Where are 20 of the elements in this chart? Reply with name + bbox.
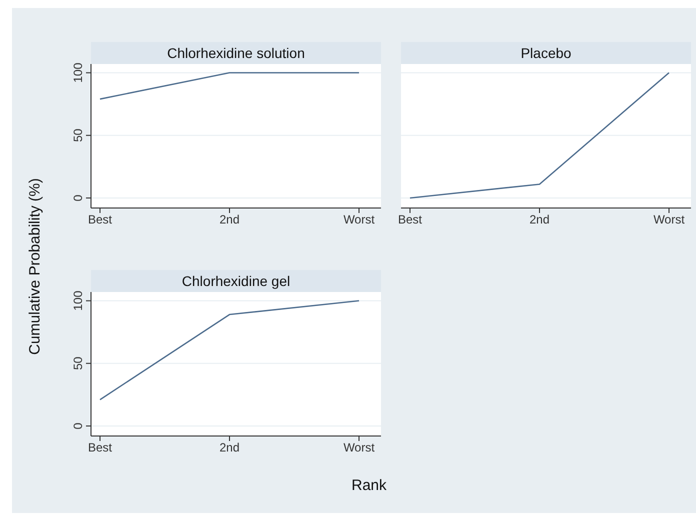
y-tick-label: 0 xyxy=(71,194,85,202)
y-tick-label: 100 xyxy=(71,290,85,311)
chart-title: Placebo xyxy=(401,42,691,64)
x-tick-label: Best xyxy=(88,440,113,455)
y-tick-label: 50 xyxy=(71,128,85,142)
x-tick-label: Best xyxy=(398,212,423,227)
x-tick-label: Best xyxy=(88,212,113,227)
chart-title: Chlorhexidine gel xyxy=(91,270,381,292)
y-tick-label: 0 xyxy=(71,422,85,430)
x-tick-label: 2nd xyxy=(219,440,240,455)
y-tick-label: 50 xyxy=(71,356,85,370)
x-tick-label: Worst xyxy=(343,440,376,455)
chart-title: Chlorhexidine solution xyxy=(91,42,381,64)
x-tick-label: 2nd xyxy=(219,212,240,227)
y-axis-title: Cumulative Probability (%) xyxy=(26,177,44,357)
y-tick-label: 100 xyxy=(71,62,85,83)
x-tick-label: 2nd xyxy=(529,212,550,227)
x-tick-label: Worst xyxy=(653,212,686,227)
x-tick-label: Worst xyxy=(343,212,376,227)
x-axis-title: Rank xyxy=(350,477,388,494)
